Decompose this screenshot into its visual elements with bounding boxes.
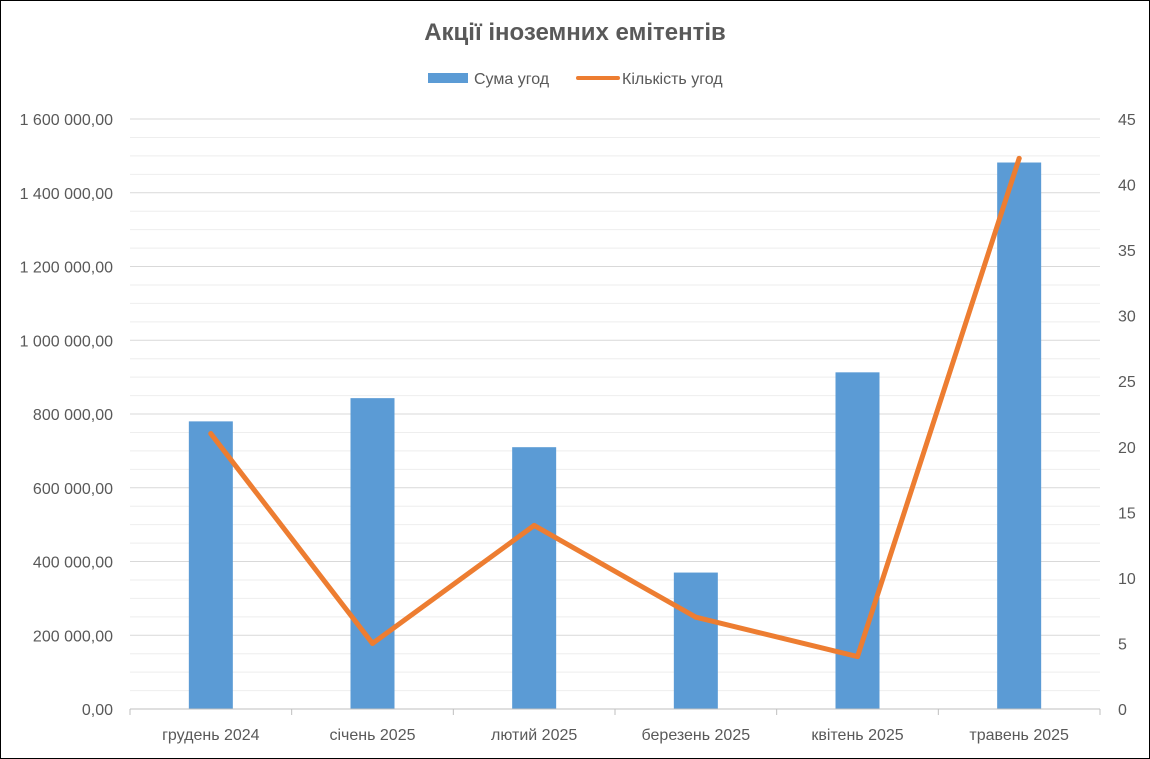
- y-left-tick-label: 1 200 000,00: [20, 260, 114, 277]
- y-right-tick-label: 10: [1118, 571, 1136, 588]
- line-point: [1016, 155, 1022, 161]
- line-point: [855, 654, 860, 660]
- legend-label-line: Кількість угод: [622, 71, 723, 88]
- y-right-tick-label: 15: [1118, 505, 1136, 522]
- bar-series: [188, 162, 1042, 709]
- bar: [997, 162, 1042, 709]
- y-right-tick-label: 0: [1118, 702, 1127, 719]
- x-tick-label: травень 2025: [969, 727, 1069, 744]
- chart-title: Акції іноземних емітентів: [424, 19, 726, 46]
- y-left-tick-label: 1 600 000,00: [20, 112, 114, 129]
- y-right-tick-label: 25: [1118, 374, 1136, 391]
- line-path: [208, 155, 1022, 660]
- y-left-tick-label: 400 000,00: [33, 555, 113, 572]
- legend-swatch-bar: [428, 73, 468, 83]
- x-tick-label: лютий 2025: [491, 727, 577, 744]
- y-right-tick-label: 20: [1118, 440, 1136, 457]
- y-right-tick-label: 35: [1118, 243, 1136, 260]
- gridlines: [130, 118, 1100, 692]
- y-left-tick-label: 200 000,00: [33, 628, 113, 645]
- bar: [350, 398, 395, 709]
- x-tick-label: грудень 2024: [162, 727, 260, 744]
- x-tick-label: січень 2025: [330, 727, 416, 744]
- line-point: [693, 614, 699, 620]
- legend-label-bar: Сума угод: [474, 71, 550, 88]
- y-left-tick-label: 1 400 000,00: [20, 186, 114, 203]
- y-right-tick-label: 5: [1118, 636, 1127, 653]
- bar: [188, 421, 233, 709]
- line-point: [531, 522, 537, 528]
- bar: [673, 572, 718, 709]
- x-tick-label: квітень 2025: [811, 727, 903, 744]
- y-right-tick-label: 30: [1118, 309, 1136, 326]
- y-right-tick-label: 45: [1118, 112, 1136, 129]
- legend: Сума угод Кількість угод: [428, 71, 723, 88]
- y-left-tick-label: 0,00: [82, 702, 113, 719]
- line-point: [370, 640, 375, 646]
- line-point: [208, 431, 214, 437]
- y-axis-left: 0,00 200 000,00 400 000,00 600 000,00 800 00…: [20, 112, 114, 719]
- x-tick-label: березень 2025: [642, 727, 751, 744]
- y-axis-right: 0 5 10 15 20 25 30 35 40 45: [1118, 112, 1136, 719]
- y-left-tick-label: 600 000,00: [33, 481, 113, 498]
- y-right-tick-label: 40: [1118, 178, 1136, 195]
- y-left-tick-label: 1 000 000,00: [20, 333, 114, 350]
- line-series: [208, 155, 1022, 660]
- x-axis: грудень 2024 січень 2025 лютий 2025 березен…: [129, 708, 1101, 744]
- bar: [512, 447, 557, 709]
- y-left-tick-label: 800 000,00: [33, 407, 113, 424]
